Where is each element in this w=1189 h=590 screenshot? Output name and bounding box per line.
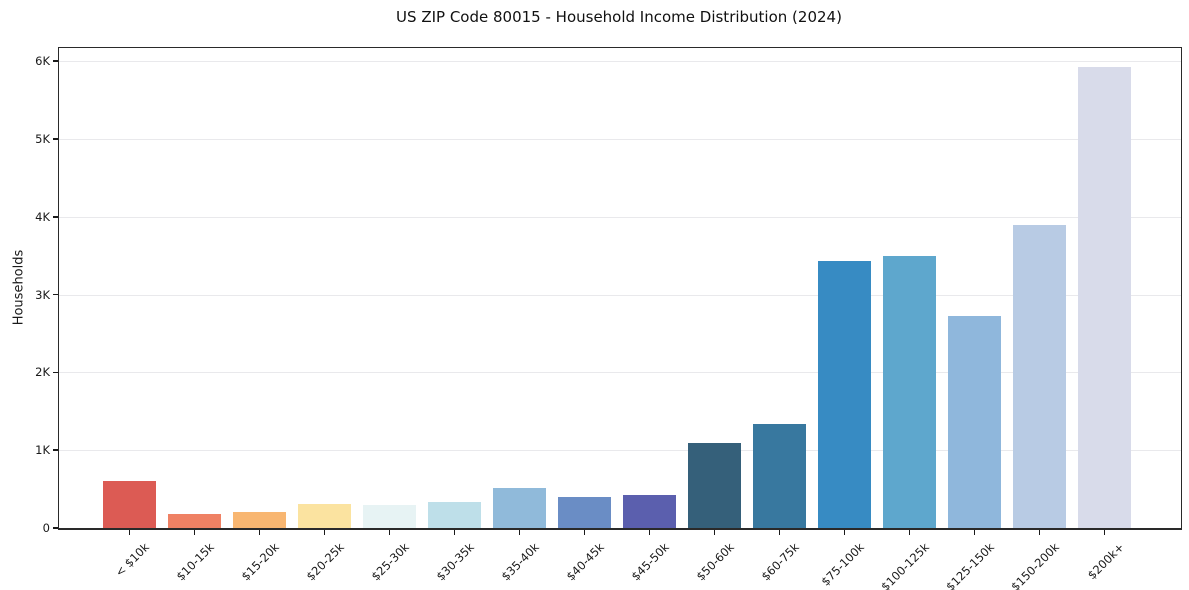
bar-10k bbox=[103, 480, 156, 528]
x-axis-tick bbox=[388, 530, 391, 535]
y-axis-title: Households bbox=[11, 249, 27, 326]
x-axis-tick bbox=[1103, 530, 1106, 535]
y-axis-tick-label: 2K bbox=[35, 365, 50, 380]
y-axis-tick-label: 5K bbox=[35, 132, 50, 147]
gridline bbox=[59, 450, 1181, 452]
y-axis-tick-label: 6K bbox=[35, 54, 50, 69]
y-axis-tick bbox=[52, 216, 58, 218]
x-axis-tick bbox=[908, 530, 911, 535]
x-axis-tick bbox=[1038, 530, 1041, 535]
x-axis-tick bbox=[128, 530, 131, 535]
y-axis-tick bbox=[52, 293, 58, 296]
gridline bbox=[59, 372, 1181, 374]
x-axis-tick bbox=[713, 530, 716, 535]
gridline bbox=[59, 139, 1181, 141]
x-axis-tick bbox=[258, 530, 261, 535]
bar-20-25k bbox=[298, 503, 351, 528]
bar-125-150k bbox=[948, 316, 1001, 528]
plot-area: 0 1K 2K 3K 4K 5K 6K < $10k $10-15k $15-20k $20-25k… bbox=[35, 47, 1182, 590]
bar-15-20k bbox=[233, 511, 286, 528]
x-axis-tick bbox=[583, 530, 586, 535]
bar-45-50k bbox=[623, 494, 676, 528]
y-axis-tick bbox=[52, 527, 58, 529]
y-axis-tick bbox=[52, 138, 58, 140]
gridline bbox=[59, 216, 1181, 218]
y-axis-tick bbox=[52, 449, 58, 451]
x-axis-tick bbox=[648, 530, 651, 535]
gridline bbox=[59, 294, 1181, 296]
bar-150-200k bbox=[1013, 224, 1066, 528]
bar-25-30k bbox=[363, 504, 416, 528]
bar-30-35k bbox=[428, 502, 481, 528]
bar-200k bbox=[1078, 67, 1131, 528]
x-axis-tick bbox=[323, 530, 326, 535]
chart-title: US ZIP Code 80015 - Household Income Dis… bbox=[396, 8, 842, 26]
y-axis-tick bbox=[52, 60, 58, 62]
x-axis-tick bbox=[778, 530, 781, 535]
x-axis-tick-label: < $10k bbox=[111, 540, 152, 580]
bar-75-100k bbox=[818, 261, 871, 528]
y-axis-tick-label: 1K bbox=[35, 443, 50, 458]
x-axis-tick bbox=[843, 530, 846, 535]
bar-10-15k bbox=[168, 514, 221, 528]
y-axis-tick-label: 0 bbox=[42, 521, 50, 535]
bar-40-45k bbox=[558, 496, 611, 528]
bar-60-75k bbox=[753, 423, 806, 528]
bar-35-40k bbox=[493, 488, 546, 528]
bar-50-60k bbox=[688, 443, 741, 528]
bar-100-125k bbox=[883, 255, 936, 528]
x-axis-tick bbox=[518, 530, 521, 535]
x-axis-tick bbox=[453, 530, 456, 535]
y-axis-tick-label: 4K bbox=[35, 209, 50, 224]
x-axis-tick bbox=[973, 530, 976, 535]
y-axis-tick bbox=[52, 371, 58, 374]
gridline bbox=[59, 61, 1181, 63]
x-axis-tick bbox=[193, 530, 196, 535]
y-axis-tick-label: 3K bbox=[35, 287, 50, 302]
